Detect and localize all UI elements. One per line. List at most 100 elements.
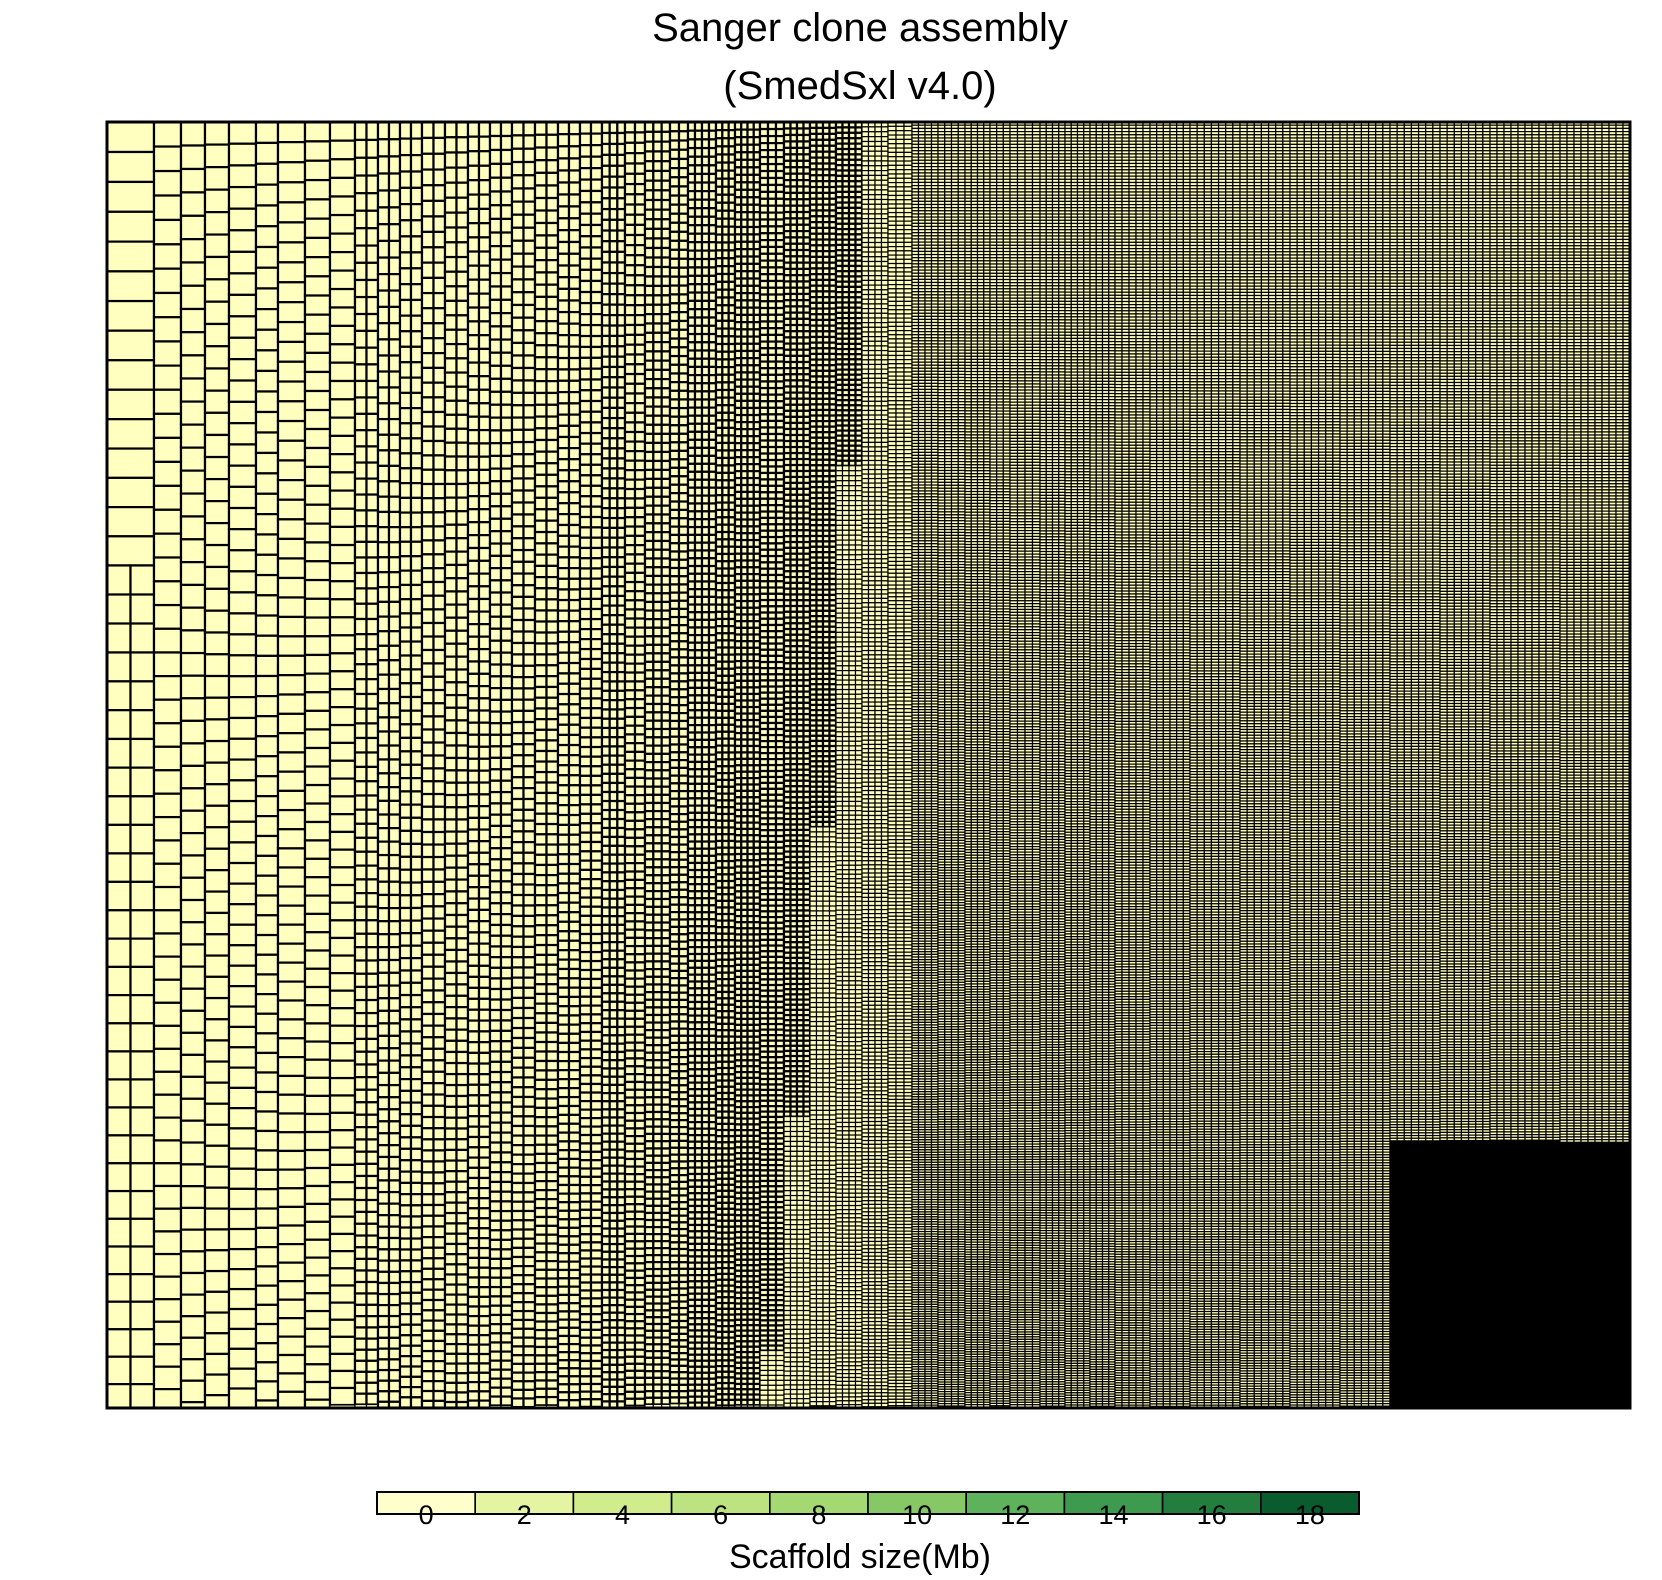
treemap-cell [479,1287,490,1297]
treemap-cell [131,681,155,710]
treemap-cell [389,1097,400,1109]
treemap-cell [411,1304,422,1315]
treemap-cell [501,353,512,366]
treemap-cell [445,1118,457,1129]
treemap-cell [468,1373,479,1382]
treemap-cell [445,257,457,272]
treemap-cell [468,1238,479,1248]
treemap-cell [131,595,155,624]
treemap-cell [434,1060,446,1071]
treemap-cell [445,795,457,807]
treemap-cell [256,371,278,392]
treemap-cell [330,707,355,725]
treemap-cell [355,961,367,974]
treemap-cell [445,137,457,152]
treemap-cell [400,1126,411,1138]
treemap-cell [278,1226,305,1245]
treemap-cell [305,1293,330,1311]
treemap-cell [479,853,490,865]
treemap-cell [278,1113,305,1132]
treemap-cell [468,308,479,322]
treemap-cell [305,1150,330,1168]
treemap-cell [278,867,305,886]
treemap-cell [434,794,446,807]
treemap-cell [205,346,229,368]
treemap-cell [355,1271,367,1283]
treemap-cell [422,882,434,894]
treemap-cell [154,1389,181,1408]
treemap-cell [355,1350,367,1361]
treemap-cell [256,616,278,636]
treemap-cell [479,122,490,137]
treemap-cell [305,914,330,932]
treemap-cell [400,895,411,908]
treemap-cell [512,292,524,305]
treemap-cell [501,326,512,339]
treemap-cell [389,842,400,855]
treemap-cell [305,429,330,448]
treemap-cell [355,866,367,880]
treemap-cell [457,644,469,657]
treemap-cell [490,1082,501,1092]
treemap-cell [468,899,479,910]
treemap-cell [256,1228,278,1247]
treemap-cell [445,1139,457,1150]
treemap-cell [378,139,389,156]
treemap-cell [181,539,205,562]
treemap-cell [490,605,501,617]
treemap-cell [411,1325,422,1336]
treemap-cell [205,827,229,848]
treemap-cell [468,1345,479,1354]
treemap-cell [355,348,367,365]
treemap-cell [434,1351,446,1361]
treemap-cell [154,747,181,770]
treemap-cell [278,401,305,421]
treemap-cell [445,927,457,939]
treemap-cell [107,301,154,331]
treemap-cell [479,574,490,587]
treemap-cell [378,323,389,339]
treemap-cell [278,1188,305,1207]
treemap-cell [205,1354,229,1375]
treemap-cell [479,806,490,818]
treemap-cell [355,1188,367,1200]
treemap-cell [524,393,536,405]
treemap-cell [422,979,434,991]
treemap-cell [355,573,367,588]
treemap-cell [434,1300,446,1310]
treemap-cell [445,415,457,429]
treemap-cell [205,589,229,611]
treemap-cell [490,178,501,192]
treemap-cell [378,617,389,632]
treemap-cell [468,1116,479,1126]
treemap-cell [205,741,229,763]
treemap-cell [378,1169,389,1181]
treemap-cell [278,597,305,616]
treemap-cell [330,1199,355,1216]
treemap-cell [378,998,389,1011]
treemap-cell [154,317,181,341]
treemap-cell [181,309,205,332]
treemap-cell [367,947,379,960]
treemap-cell [205,1083,229,1104]
treemap-cell [479,783,490,795]
treemap-cell [330,399,355,417]
treemap-cell [501,1211,512,1221]
treemap-cell [256,164,278,185]
treemap-cell [422,368,434,383]
treemap-cell [400,423,411,438]
treemap-cell [468,280,479,294]
treemap-cell [490,1211,501,1221]
treemap-cell [445,670,457,683]
treemap-cell [229,122,256,144]
treemap-cell [355,974,367,987]
treemap-cell [468,955,479,966]
treemap-cell [411,669,422,683]
treemap-cell [181,698,205,721]
treemap-cell [490,593,501,605]
treemap-cell [256,1381,278,1400]
treemap-cell [434,1216,446,1227]
treemap-cell [434,990,446,1002]
treemap-cell [524,228,536,241]
treemap-cell [501,1000,512,1010]
